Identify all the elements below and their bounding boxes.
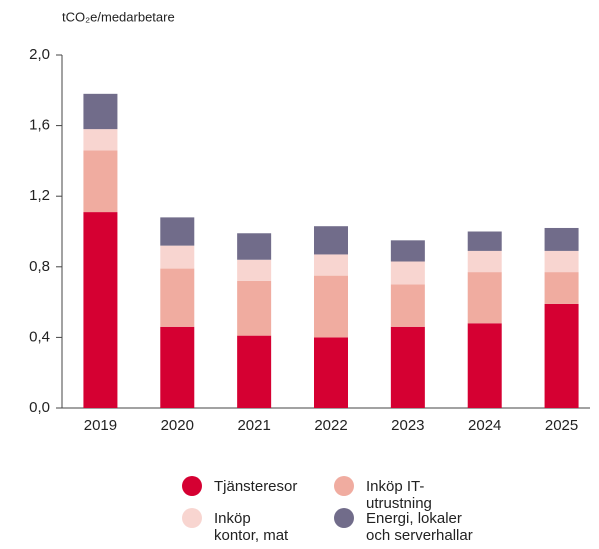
bar-segment <box>544 303 579 408</box>
x-tick-label: 2020 <box>161 417 194 434</box>
y-axis-label: tCO₂e/medarbetare <box>62 9 175 24</box>
legend-swatch <box>182 476 202 496</box>
x-tick-label: 2025 <box>545 417 578 434</box>
bar-segment <box>390 261 425 285</box>
bar-segment <box>160 268 195 327</box>
legend-item: Tjänsteresor <box>182 476 322 496</box>
bar-segment <box>544 272 579 304</box>
x-tick-label: 2022 <box>314 417 347 434</box>
bar-segment <box>83 212 118 408</box>
bar-segment <box>83 93 118 130</box>
bar-segment <box>83 150 118 213</box>
bar-segment <box>314 254 348 276</box>
bar-segment <box>314 337 348 408</box>
bar-segment <box>390 326 425 408</box>
bar-segment <box>160 326 195 408</box>
bar-segment <box>544 227 579 251</box>
bar-segment <box>314 226 348 255</box>
x-tick-label: 2023 <box>391 417 424 434</box>
bar-segment <box>467 250 502 273</box>
legend-item: Inköp kontor, mat <box>182 508 322 544</box>
bar-segment <box>467 323 502 408</box>
y-tick-label: 2,0 <box>29 46 50 63</box>
bar-segment <box>467 272 502 324</box>
x-tick-label: 2019 <box>84 417 117 434</box>
legend-item: Energi, lokaler och serverhallar <box>334 508 474 544</box>
y-tick-label: 0,0 <box>29 399 50 416</box>
legend-label: Tjänsteresor <box>214 478 298 495</box>
bar-segment <box>237 335 272 408</box>
bar-segment <box>314 275 348 338</box>
legend-label: Inköp IT-utrustning <box>366 478 432 512</box>
y-tick-label: 1,6 <box>29 117 50 134</box>
legend-item: Inköp IT-utrustning <box>334 476 474 512</box>
bar-segment <box>237 259 272 281</box>
bar-segment <box>237 233 272 260</box>
y-tick-label: 0,8 <box>29 258 50 275</box>
x-tick-label: 2021 <box>237 417 270 434</box>
bar-segment <box>544 250 579 273</box>
bar-segment <box>160 217 195 246</box>
bar-segment <box>237 280 272 336</box>
bar-segment <box>467 231 502 251</box>
legend-label: Energi, lokaler och serverhallar <box>366 510 473 544</box>
bar-segment <box>390 240 425 262</box>
x-tick-label: 2024 <box>468 417 501 434</box>
bar-segment <box>160 245 195 269</box>
y-tick-label: 0,4 <box>29 328 50 345</box>
legend-swatch <box>182 508 202 528</box>
y-tick-label: 1,2 <box>29 187 50 204</box>
legend-swatch <box>334 508 354 528</box>
legend-swatch <box>334 476 354 496</box>
legend-label: Inköp kontor, mat <box>214 510 289 544</box>
bar-segment <box>390 284 425 327</box>
bar-segment <box>83 129 118 151</box>
